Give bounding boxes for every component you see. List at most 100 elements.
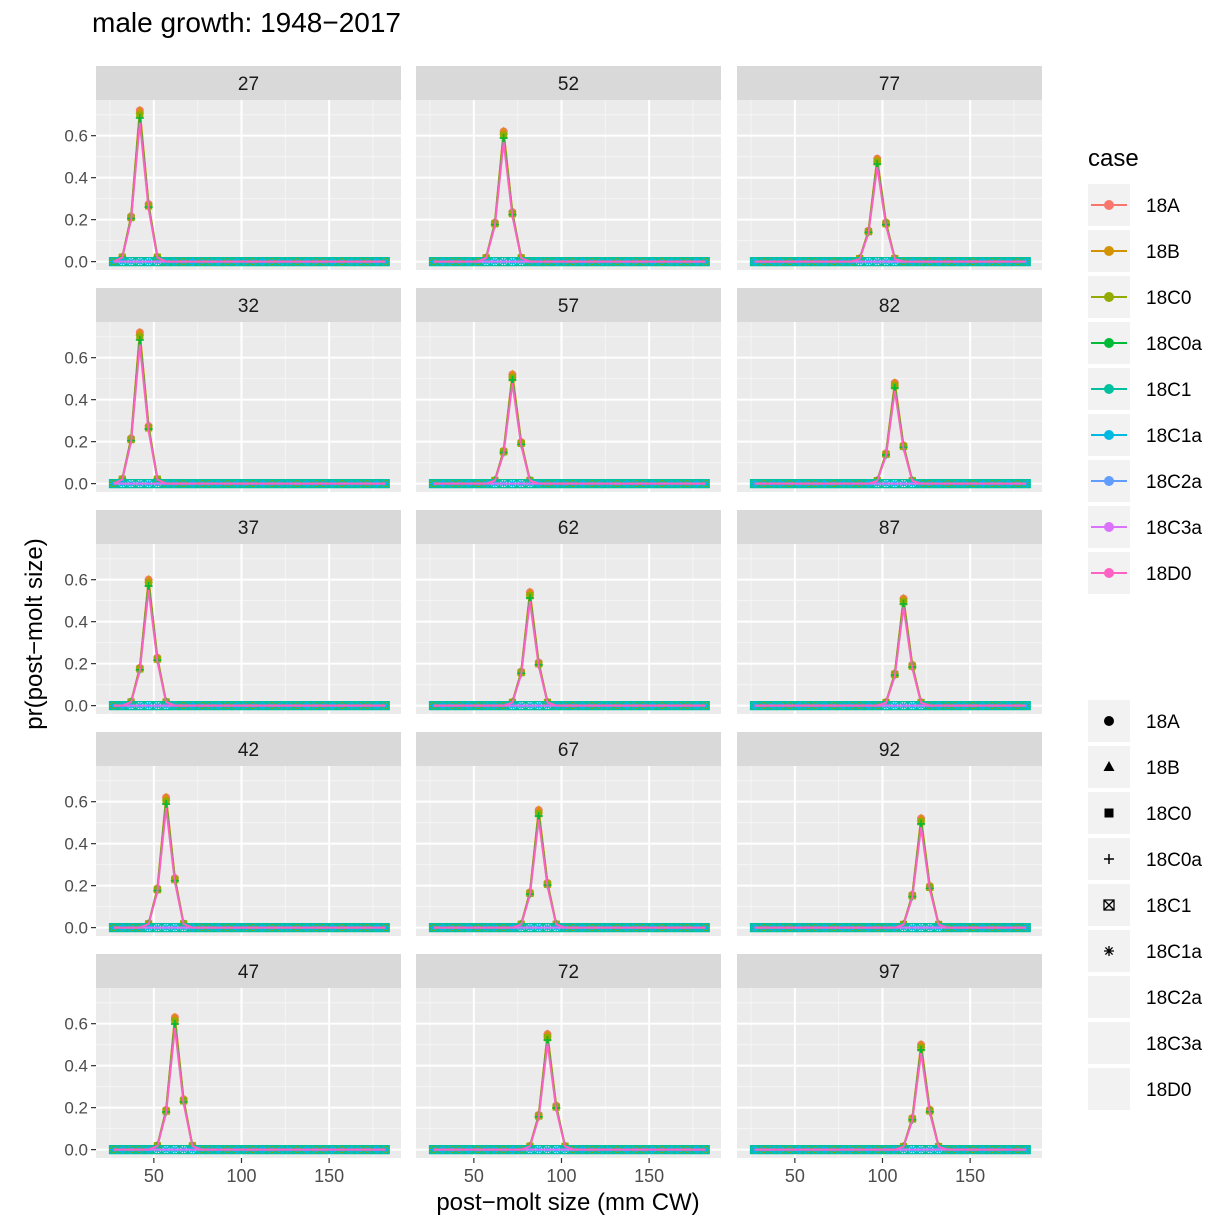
y-tick-label: 0.0 [64,253,88,272]
facet-strip [96,288,401,322]
y-tick-label: 0.6 [64,1015,88,1034]
facet-panel: 32 [96,288,401,492]
legend-label: 18C2a [1146,988,1202,1009]
series-line [754,166,1027,263]
panel-background [96,988,401,1158]
legend-key-point [1104,568,1114,578]
x-tick-label: 50 [464,1166,484,1186]
x-axis-label: post−molt size (mm CW) [436,1189,699,1216]
facet-label: 37 [238,518,259,539]
y-tick-label: 0.0 [64,475,88,494]
panel-background [416,766,721,936]
legend-label: 18D0 [1146,564,1191,585]
facet-label: 77 [879,74,900,95]
x-tick-label: 150 [955,1166,985,1186]
series-line [754,827,1027,929]
facet-label: 52 [558,74,579,95]
facet-strip [416,510,721,544]
series-point [1022,1145,1031,1154]
series-point [1103,899,1115,911]
y-tick-label: 0.4 [64,169,88,188]
series-line [113,807,386,929]
series-line [754,606,1027,707]
facet-label: 97 [879,962,900,983]
facet-label: 57 [558,296,579,317]
y-tick-label: 0.2 [64,655,88,674]
series-point [701,257,710,266]
legend-label: 18C1 [1146,380,1191,401]
facet-label: 72 [558,962,579,983]
color-legend-item: 18D0 [1088,552,1191,594]
y-tick-label: 0.0 [64,1141,88,1160]
series-point [381,257,390,266]
panel-background [96,766,401,936]
legend-key-point [1104,246,1114,256]
x-tick-label: 100 [867,1166,897,1186]
facet-strip [416,954,721,988]
series-point [170,1019,179,1028]
y-tick-label: 0.4 [64,835,88,854]
legend-label: 18C0 [1146,288,1191,309]
series-point [873,159,882,168]
shape-legend-item: 18C0a [1088,838,1202,880]
facet-panels: 27 32 37 42 47 52 57 62 67 72 77 82 87 92 97 [96,66,1042,1158]
color-legend-item: 18C0 [1088,276,1191,318]
series-point [1103,761,1115,771]
facet-panel: 37 [96,510,401,714]
legend-label: 18B [1146,242,1180,263]
series-line [433,383,706,485]
facet-strip [96,510,401,544]
y-tick-label: 0.6 [64,127,88,146]
series-line [754,1052,1027,1151]
series-point [381,1145,390,1154]
series-point [1104,808,1114,818]
color-legend-item: 18C3a [1088,506,1202,548]
facet-label: 32 [238,296,259,317]
legend-label: 18C1 [1146,896,1191,917]
facet-strip [737,66,1042,100]
facet-label: 67 [558,740,579,761]
panel-background [737,322,1042,492]
legend-label: 18D0 [1146,1080,1191,1101]
legend-label: 18B [1146,758,1180,779]
shape-legend-item: 18C0 [1088,792,1191,834]
legend-label: 18C2a [1146,472,1202,493]
series-line [113,122,386,263]
y-axes: 0.0 0.2 0.4 0.6 0.0 0.2 0.4 0.6 0.0 0.2 0.4 0.6 0.0 0… [64,127,96,1160]
y-tick-label: 0.4 [64,1057,88,1076]
series-point [1104,716,1114,726]
facet-panel: 62 [416,510,721,714]
legend-key-point [1104,338,1114,348]
panel-background [416,100,721,270]
legend-key-point [1104,200,1114,210]
facet-panel: 92 [737,732,1042,936]
legend-label: 18C3a [1146,518,1202,539]
series-point [1022,701,1031,710]
facet-panel: 27 [96,66,401,270]
legend-key-background [1088,1022,1130,1064]
series-line [113,589,386,707]
series-line [433,601,706,707]
series-point [1022,257,1031,266]
facet-label: 27 [238,74,259,95]
x-tick-label: 150 [634,1166,664,1186]
color-legend-item: 18C1 [1088,368,1191,410]
series-point [1022,923,1031,932]
facet-label: 47 [238,962,259,983]
x-tick-label: 50 [785,1166,805,1186]
series-line [113,344,386,485]
facet-label: 92 [879,740,900,761]
series-point [144,581,153,590]
x-tick-label: 150 [314,1166,344,1186]
series-point [162,799,171,808]
facet-strip [737,732,1042,766]
shape-legend-item: 18C2a [1088,976,1202,1018]
facet-panel: 42 [96,732,401,936]
facet-strip [96,954,401,988]
x-tick-label: 50 [144,1166,164,1186]
series-point [1104,946,1114,956]
series-point [508,375,517,384]
color-legend-item: 18C1a [1088,414,1202,456]
color-legend-item: 18C0a [1088,322,1202,364]
series-point [701,701,710,710]
